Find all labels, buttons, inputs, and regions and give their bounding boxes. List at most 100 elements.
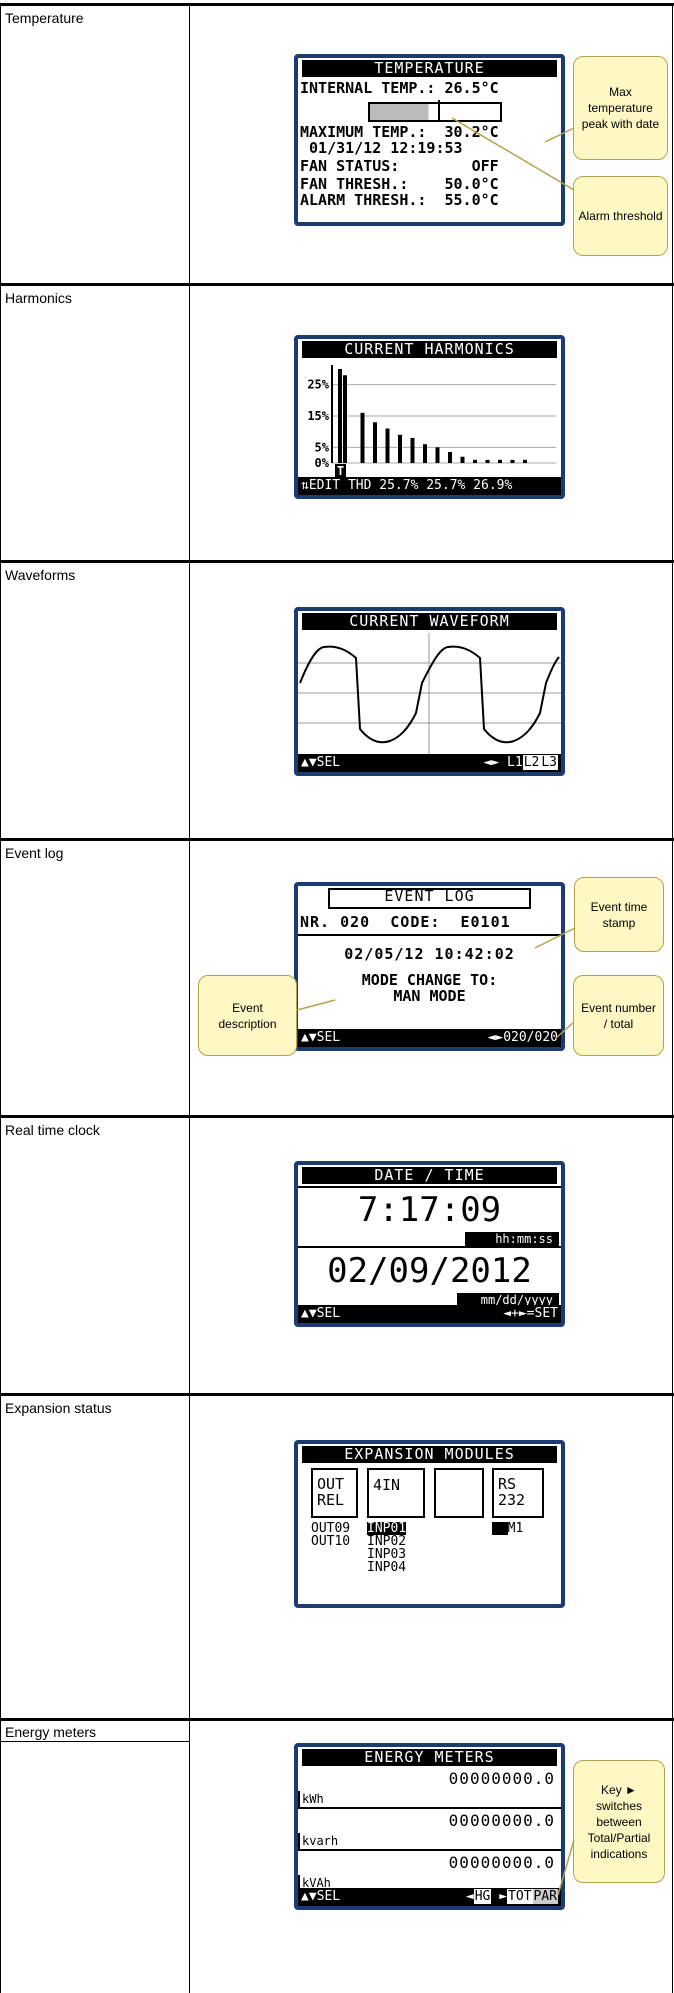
y-tick-label: 15% (307, 409, 329, 423)
item: COM1 (492, 1522, 523, 1535)
meter: 00000000.0 kWh (298, 1767, 561, 1809)
screen-line: FAN THRESH.: 50.0°C (300, 176, 499, 192)
column-divider (189, 6, 190, 1993)
callout: Event time stamp (574, 877, 664, 952)
callout: Max temperature peak with date (573, 56, 668, 160)
time: 7:17:09 (298, 1192, 561, 1228)
item: INP04 (367, 1561, 406, 1574)
screen-title: EVENT LOG (328, 888, 531, 909)
footer-left: ▲▼SEL (301, 1029, 340, 1047)
screen-title: CURRENT HARMONICS (302, 341, 557, 358)
harmonic-bar (338, 369, 342, 463)
screen-line: INTERNAL TEMP.: 26.5°C (300, 80, 499, 96)
arrows: ◄► (484, 755, 500, 770)
harmonic-bar (436, 447, 440, 463)
screen-title: CURRENT WAVEFORM (302, 613, 557, 630)
lcd-screen: TEMPERATURE INTERNAL TEMP.: 26.5°C MAXIM… (294, 54, 565, 226)
meter: 00000000.0 kVAh (298, 1851, 561, 1891)
channel: L3 (540, 755, 558, 770)
footer-left: ▲▼SEL (301, 1305, 340, 1323)
module-box: 4IN (367, 1468, 425, 1518)
harmonic-bar (473, 460, 477, 463)
bar-graph (368, 102, 502, 122)
row-divider (0, 560, 674, 563)
page: Temperature Harmonics Waveforms Event lo… (0, 0, 674, 1993)
screen-title: DATE / TIME (302, 1167, 557, 1184)
time-box: 7:17:09 hh:mm:ss (298, 1186, 561, 1248)
row-divider (0, 838, 674, 841)
screen-line: ALARM THRESH.: 55.0°C (300, 192, 499, 208)
key: ► (499, 1889, 507, 1904)
table-border (0, 6, 1, 1993)
key: ◄ (466, 1889, 474, 1904)
screen-title: ENERGY METERS (302, 1749, 557, 1766)
harmonic-bar (423, 444, 427, 463)
y-tick-label: 5% (315, 440, 330, 454)
harmonic-bar (373, 422, 377, 463)
row-divider (0, 1393, 674, 1396)
screen-line: MODE CHANGE TO: (298, 972, 561, 988)
meter-value: 00000000.0 (449, 1771, 555, 1787)
key: PAR (533, 1889, 558, 1904)
meter-unit: kWh (298, 1791, 324, 1807)
harmonic-bar (486, 460, 490, 463)
screen-footer: ▲▼SEL ◄+►=SET (298, 1305, 561, 1323)
channel: L2 (523, 755, 541, 770)
screen-line: NR. 020 CODE: E0101 (300, 914, 511, 930)
row-label: Temperature (5, 10, 84, 26)
harmonic-bar (448, 452, 452, 463)
screen-title: TEMPERATURE (302, 60, 557, 77)
row-label: Expansion status (5, 1400, 112, 1416)
row-divider (0, 1718, 674, 1721)
lcd-screen: ENERGY METERS 00000000.0 kWh 00000000.0 … (294, 1743, 565, 1910)
row-label: Harmonics (5, 290, 72, 306)
screen-title: EXPANSION MODULES (302, 1446, 557, 1463)
footer-right: ◄►020/020 (488, 1029, 558, 1047)
callout: Key ► switches between Total/Partial ind… (573, 1760, 665, 1883)
time-format: hh:mm:ss (465, 1232, 559, 1246)
lcd-screen: EXPANSION MODULES OUT REL 4IN RS 232 OUT… (294, 1440, 565, 1608)
callout: Event number / total (573, 975, 664, 1056)
y-tick-label: 0% (315, 456, 330, 470)
screen-line: FAN STATUS: OFF (300, 158, 499, 174)
harmonic-bar (511, 460, 515, 463)
screen-footer: ⇅EDIT THD 25.7% 25.7% 26.9% (298, 477, 561, 495)
lcd-screen: DATE / TIME 7:17:09 hh:mm:ss 02/09/2012 … (294, 1161, 565, 1327)
screen-line: 02/05/12 10:42:02 (298, 946, 561, 962)
harmonics-plot: 25%15%5%0%T (298, 359, 561, 477)
module-box: RS 232 (492, 1468, 544, 1518)
screen-line: MAXIMUM TEMP.: 30.2°C (300, 124, 499, 140)
harmonic-bar (498, 460, 502, 463)
date: 02/09/2012 (298, 1253, 561, 1289)
harmonic-bar (361, 413, 365, 463)
row-divider (0, 1115, 674, 1118)
cell-divider (0, 1741, 189, 1742)
meter-unit: kvarh (298, 1833, 338, 1849)
footer-left: ▲▼SEL (301, 1888, 340, 1906)
meter-value: 00000000.0 (449, 1855, 555, 1871)
harmonic-bar (461, 457, 465, 463)
channel: L1 (507, 755, 523, 770)
row-label: Waveforms (5, 567, 75, 583)
separator (298, 934, 561, 936)
footer-right: ◄+►=SET (503, 1305, 558, 1323)
harmonic-bar (386, 429, 390, 463)
date-box: 02/09/2012 mm/dd/yyyy (298, 1249, 561, 1309)
list: COM1 (492, 1522, 523, 1535)
harmonic-bar (343, 375, 347, 463)
callout: Event description (198, 975, 297, 1056)
lcd-screen: CURRENT HARMONICS 25%15%5%0%T ⇅EDIT THD … (294, 335, 565, 499)
row-divider (0, 283, 674, 286)
harmonic-bar (411, 438, 415, 463)
screen-footer: ▲▼SEL ◄►020/020 (298, 1029, 561, 1047)
harmonic-bar (398, 435, 402, 463)
key: TOT (507, 1889, 532, 1904)
screen-line: 01/31/12 12:19:53 (300, 140, 463, 156)
harmonic-bar (523, 460, 527, 463)
footer-left: ▲▼SEL (301, 754, 340, 772)
